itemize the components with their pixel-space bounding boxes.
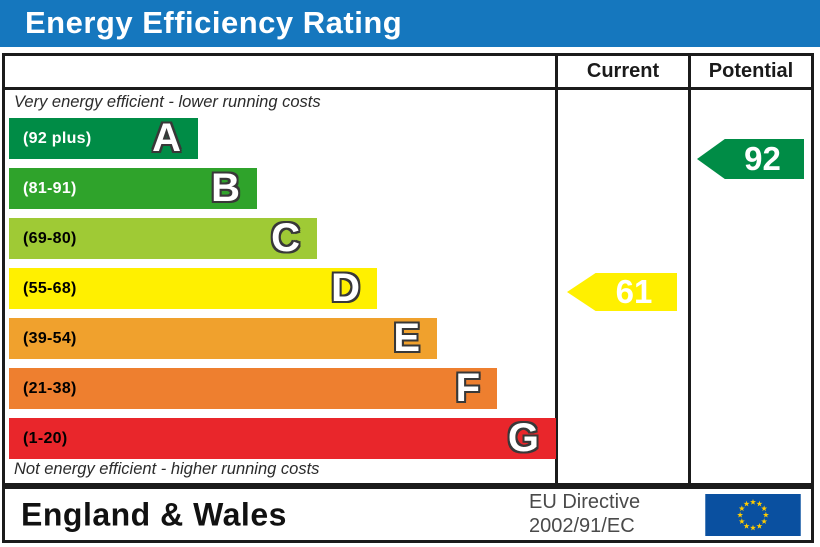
caption-not-efficient: Not energy efficient - higher running co… <box>14 460 320 478</box>
eu-directive-label: EU Directive 2002/91/EC <box>529 490 640 538</box>
rating-band-f: (21-38) F <box>9 368 497 409</box>
band-b-range-label: (81-91) <box>23 179 77 197</box>
region-label: England & Wales <box>21 496 287 532</box>
current-rating-arrow: 61 <box>567 273 677 311</box>
rating-band-b: (81-91) B <box>9 168 257 209</box>
band-d-range-label: (55-68) <box>23 279 77 297</box>
band-b-letter: B <box>211 166 240 210</box>
band-c-range-label: (69-80) <box>23 229 77 247</box>
rating-band-c: (69-80) C <box>9 218 317 259</box>
caption-very-efficient: Very energy efficient - lower running co… <box>14 93 321 111</box>
potential-rating-arrow: 92 <box>697 139 804 179</box>
band-e-letter: E <box>393 316 420 360</box>
eu-flag-icon <box>705 494 801 536</box>
band-d-letter: D <box>331 266 360 310</box>
band-a-letter: A <box>152 116 181 160</box>
rating-band-e: (39-54) E <box>9 318 437 359</box>
page-title: Energy Efficiency Rating <box>25 5 403 40</box>
band-a-range-label: (92 plus) <box>23 129 92 147</box>
potential-column-divider <box>688 56 691 483</box>
band-f-letter: F <box>455 366 480 410</box>
rating-band-d: (55-68) D <box>9 268 377 309</box>
potential-rating-value: 92 <box>744 140 781 177</box>
rating-table: Current Potential Very energy efficient … <box>2 53 814 486</box>
header-row-divider <box>5 87 811 90</box>
current-rating-value: 61 <box>615 273 653 310</box>
footer-strip: England & Wales EU Directive 2002/91/EC <box>2 486 814 543</box>
potential-column-header: Potential <box>708 60 794 82</box>
band-g-range-label: (1-20) <box>23 429 68 447</box>
eu-directive-line2: 2002/91/EC <box>529 515 635 537</box>
band-g-letter: G <box>507 416 539 460</box>
current-column-header: Current <box>586 60 660 82</box>
rating-band-g: (1-20) G <box>9 418 556 459</box>
current-column-divider <box>555 56 558 483</box>
rating-band-a: (92 plus) A <box>9 118 198 159</box>
eu-directive-line1: EU Directive <box>529 491 641 513</box>
title-bar: Energy Efficiency Rating <box>0 0 820 47</box>
band-f-range-label: (21-38) <box>23 379 77 397</box>
band-c-letter: C <box>271 216 300 260</box>
band-e-range-label: (39-54) <box>23 329 77 347</box>
